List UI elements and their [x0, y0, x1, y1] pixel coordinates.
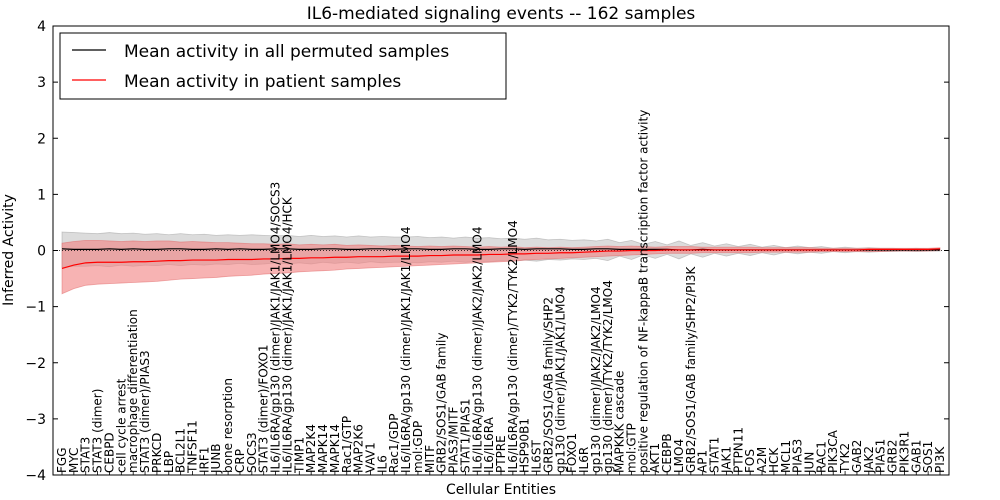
y-tick-label: −2: [25, 356, 46, 372]
x-axis-label: Cellular Entities: [446, 482, 556, 498]
x-tick-label: FOS: [743, 449, 757, 473]
x-tick-label: PIK3CA: [826, 429, 840, 473]
y-tick-label: 2: [37, 131, 46, 147]
x-tick-label: JAK2: [862, 446, 876, 474]
x-tick-label: PIAS3: [791, 439, 805, 473]
x-tick-label: IL6/IL6RA/gp130 (dimer)/JAK1/JAK1/LMO4/S…: [269, 182, 283, 473]
x-tick-label: PI3K: [933, 446, 947, 473]
x-tick-label: CRP: [233, 449, 247, 473]
x-tick-label: VAV1: [363, 442, 377, 473]
x-tick-label: TIMP1: [292, 437, 306, 474]
x-tick-label: cell cycle arrest: [114, 378, 128, 473]
x-tick-label: PRKCD: [150, 433, 164, 473]
x-tick-label: MAP2K4: [304, 424, 318, 473]
chart-title: IL6-mediated signaling events -- 162 sam…: [307, 4, 696, 24]
x-tick-label: mol:GDP: [411, 421, 425, 473]
series-line-patient: [61, 248, 941, 270]
x-tick-label: CEBPB: [660, 433, 674, 473]
x-tick-label: LMO4: [672, 439, 686, 473]
x-tick-label: STAT1/PIAS1: [458, 398, 472, 473]
x-tick-label: JUN: [802, 452, 816, 474]
x-tick-label: IL6/IL6RA/gp130 (dimer)/JAK2/JAK2/LMO4: [470, 227, 484, 473]
x-tick-label: JAK1: [719, 446, 733, 474]
y-tick-label: −3: [25, 412, 46, 428]
x-tick-label: IL6/IL6RA/gp130 (dimer)/JAK1/JAK1/LMO4/H…: [280, 196, 294, 473]
x-tick-label: MITF: [423, 445, 437, 473]
x-tick-label: MAP2K6: [352, 424, 366, 473]
y-tick-label: 1: [37, 187, 46, 203]
x-tick-label: IL6/IL6RA: [482, 416, 496, 473]
x-tick-label: GRB2: [886, 439, 900, 473]
y-tick-label: −1: [25, 300, 46, 316]
x-tick-label: GAB2: [850, 440, 864, 473]
x-tick-label: STAT3: [79, 437, 93, 473]
x-tick-label: PIAS3/MITF: [447, 406, 461, 473]
x-tick-label: STAT3 (dimer): [91, 389, 105, 473]
legend-label-patient: Mean activity in patient samples: [124, 72, 401, 92]
x-tick-label: MAPK14: [328, 424, 342, 473]
y-tick-label: 0: [37, 244, 46, 260]
x-tick-label: positive regulation of NF-kappaB transcr…: [636, 110, 650, 473]
x-tick-label: bone resorption: [221, 378, 235, 473]
x-tick-label: IL6ST: [530, 440, 544, 473]
x-tick-label: macrophage differentiation: [126, 309, 140, 473]
x-tick-label: TYK2: [838, 443, 852, 474]
x-tick-label: GRB2/SOS1/GAB family/SHP2/PI3K: [684, 265, 698, 473]
legend: Mean activity in all permuted samples Me…: [59, 32, 507, 100]
x-tick-label: RAC1: [814, 441, 828, 473]
x-tick-label: AP1: [696, 450, 710, 473]
x-tick-label: AKT1: [648, 443, 662, 473]
x-tick-label: Rac1/GDP: [387, 414, 401, 473]
x-tick-label: MYC: [67, 448, 81, 473]
x-tick-label: PIAS1: [874, 439, 888, 473]
plot-area: [53, 231, 949, 295]
x-tick-label: MAPK14: [316, 424, 330, 473]
y-tick-label: 4: [37, 19, 46, 35]
x-tick-label: FGG: [55, 448, 69, 474]
x-tick-label: IL6/IL6RA/gp130 (dimer)/JAK1/JAK1/LMO4: [399, 227, 413, 473]
x-tick-label: gp130 (dimer)/TYK2/TYK2/LMO4: [601, 280, 615, 473]
x-tick-label: A2M: [755, 447, 769, 473]
x-tick-label: LBP: [162, 451, 176, 473]
x-tick-label: BCL2L1: [174, 428, 188, 473]
x-tick-label: HSP90B1: [518, 418, 532, 473]
x-tick-label: mol:GTP: [625, 423, 639, 473]
x-tick-label: JUNB: [209, 443, 223, 474]
x-tick-label: PIK3R1: [897, 431, 911, 473]
x-tick-label: STAT1: [708, 437, 722, 473]
x-tick-label: GRB2/SOS1/GAB family: [435, 333, 449, 474]
x-tick-label: gp130 (dimer)/JAK2/JAK2/LMO4: [589, 286, 603, 473]
x-tick-label: MCL1: [779, 440, 793, 473]
x-tick-label: STAT3 (dimer)/PIAS3: [138, 350, 152, 473]
legend-label-permuted: Mean activity in all permuted samples: [124, 42, 449, 62]
x-tick-label: CEBPD: [102, 432, 116, 473]
x-tick-label: Rac1/GTP: [340, 416, 354, 473]
x-tick-label: SOS1: [921, 441, 935, 473]
x-tick-label: IRF1: [197, 447, 211, 473]
x-tick-label: GRB2/SOS1/GAB family/SHP2: [541, 297, 555, 473]
y-tick-label: 3: [37, 75, 46, 91]
x-tick-label: IL6R: [577, 447, 591, 473]
x-tick-label: TNFSF11: [186, 420, 200, 474]
x-tick-label: GAB1: [909, 440, 923, 473]
x-tick-label: IL6: [375, 455, 389, 473]
x-tick-label: HCK: [767, 447, 781, 473]
y-axis: −4 −3 −2 −1 0 1 2 3 4: [25, 19, 949, 484]
x-tick-label: SOCS3: [245, 432, 259, 473]
x-tick-label: IL6/IL6RA/gp130 (dimer)/TYK2/TYK2/LMO4: [506, 220, 520, 473]
x-tick-label: FOXO1: [565, 433, 579, 473]
x-tick-label: gp130 (dimer)/JAK1/JAK1/LMO4: [553, 286, 567, 473]
x-tick-label: STAT3 (dimer)/FOXO1: [257, 344, 271, 473]
x-tick-label: PTPN11: [731, 427, 745, 473]
x-tick-label: PTPRE: [494, 435, 508, 473]
y-axis-label: Inferred Activity: [1, 194, 17, 306]
x-tick-label: MAPKKK cascade: [613, 371, 627, 473]
legend-box: [59, 32, 507, 100]
y-tick-label: −4: [25, 468, 46, 484]
